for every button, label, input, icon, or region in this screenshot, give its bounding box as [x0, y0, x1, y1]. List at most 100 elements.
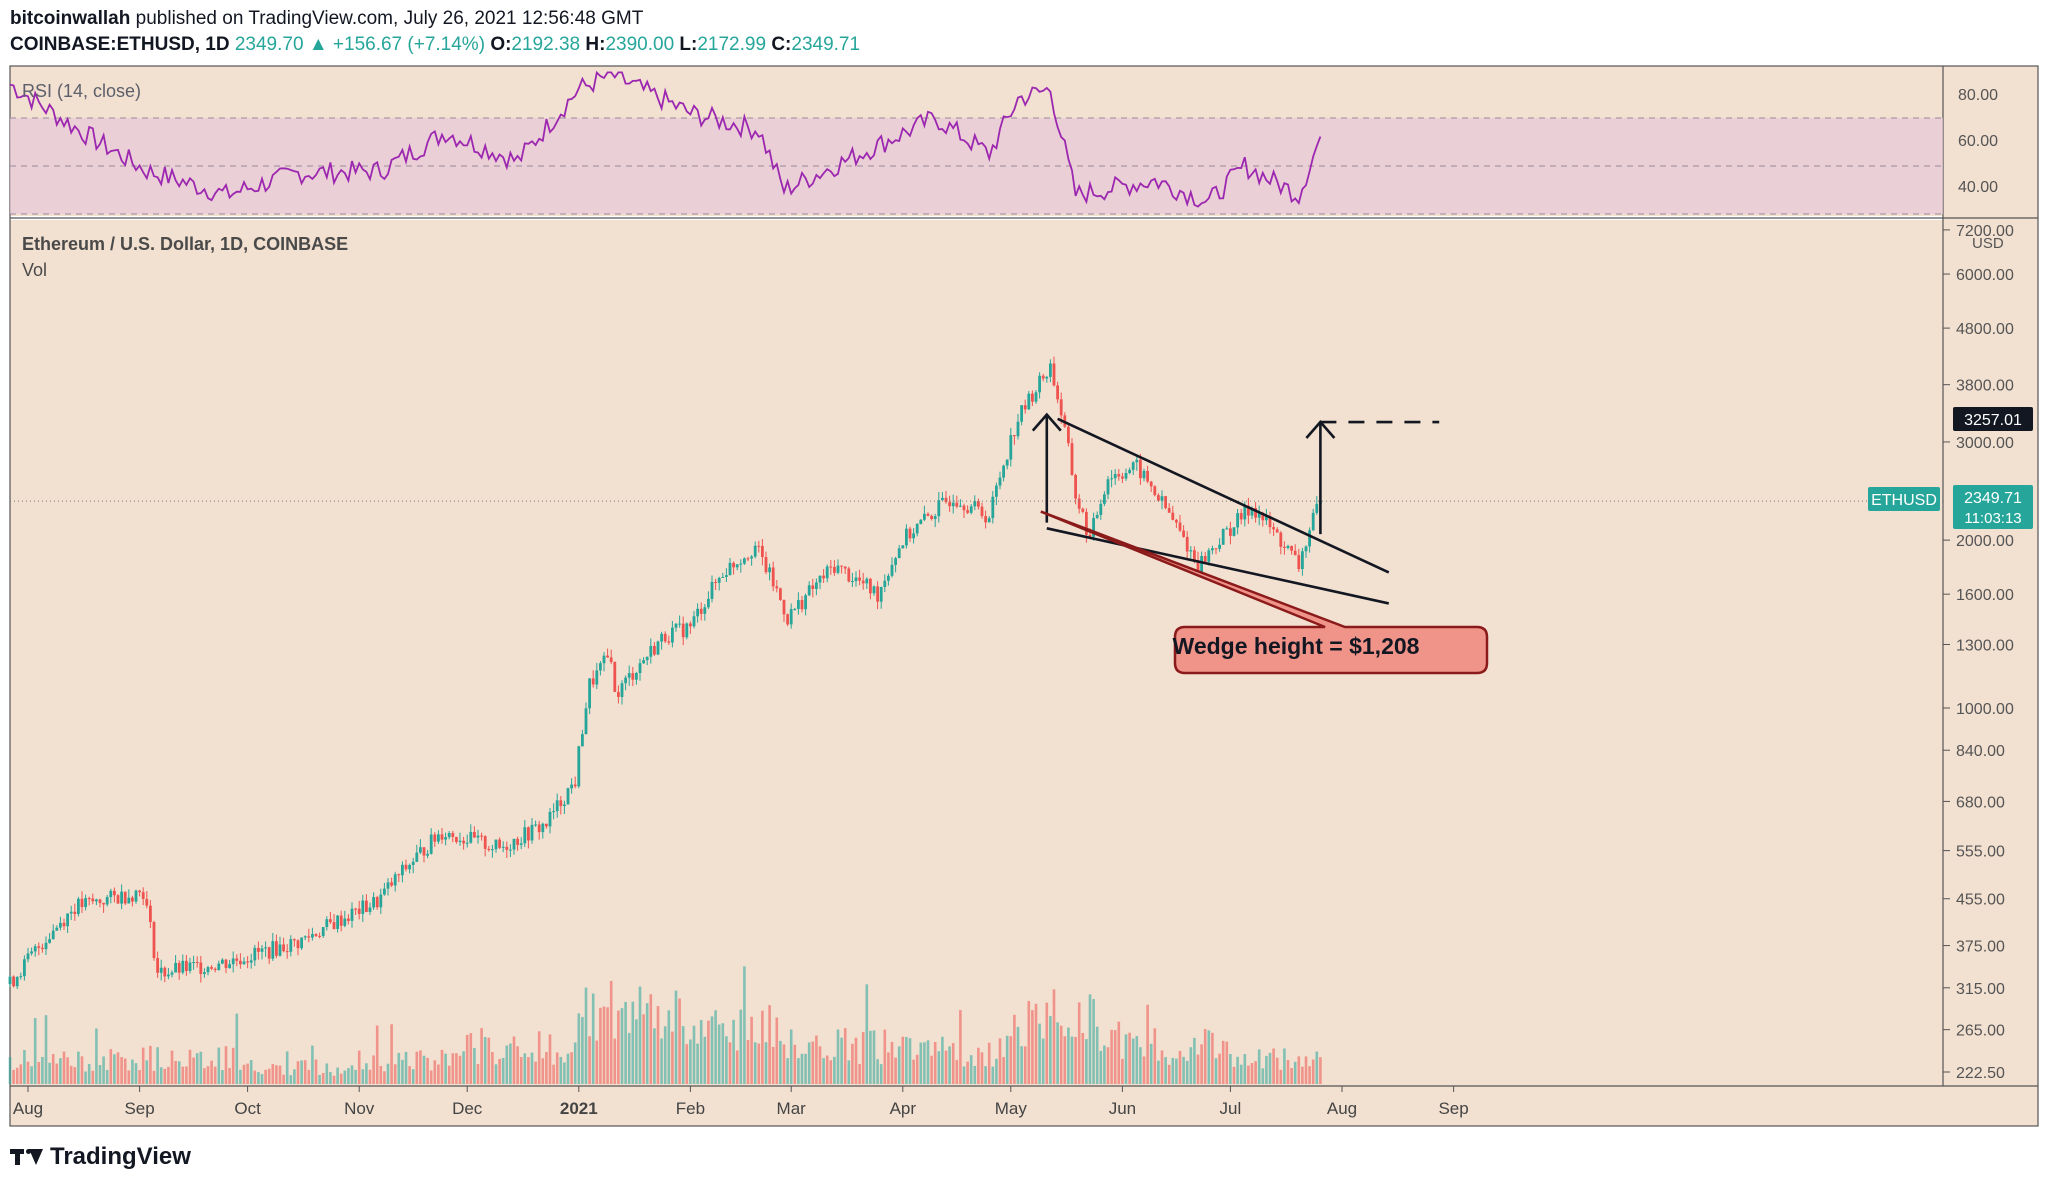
candle — [645, 656, 649, 666]
candle — [595, 662, 599, 690]
candle — [293, 938, 296, 947]
candle-body — [1193, 550, 1196, 560]
volume-bar — [577, 1013, 581, 1084]
volume-bar — [455, 1053, 458, 1084]
close-value: 2349.71 — [791, 34, 861, 55]
candle-body — [721, 576, 725, 578]
candle-body — [955, 502, 959, 507]
volume-bar — [555, 1052, 559, 1084]
candle — [879, 586, 883, 609]
candle — [523, 819, 527, 848]
vol-label[interactable]: Vol — [22, 260, 47, 280]
candle — [671, 620, 674, 648]
candle — [48, 933, 51, 944]
author-name[interactable]: bitcoinwallah — [10, 8, 131, 29]
candle — [894, 556, 897, 573]
high-label: H: — [585, 34, 606, 55]
candle-body — [95, 899, 98, 902]
candle-body — [984, 516, 987, 523]
candle — [501, 841, 505, 853]
candle-body — [1131, 462, 1135, 470]
volume-bar — [815, 1035, 818, 1084]
candle — [1059, 392, 1063, 424]
footer-brand[interactable]: TradingView — [10, 1143, 191, 1171]
wedge-drawings[interactable] — [1031, 412, 1440, 605]
volume-bar — [523, 1053, 527, 1084]
candle — [415, 844, 419, 863]
candle — [1131, 461, 1135, 475]
time-axis[interactable]: Aug Sep Oct Nov Dec 2021 Feb Mar Apr May Jun Jul Aug… — [13, 1086, 1469, 1118]
candle-body — [80, 898, 84, 908]
volume-bar — [451, 1053, 455, 1084]
volume-bar — [437, 1064, 440, 1084]
candle — [1013, 434, 1016, 445]
volume-bar — [545, 1051, 548, 1084]
target-price-tag: 3257.01 — [1953, 407, 2033, 431]
candle-body — [469, 831, 473, 843]
candle — [883, 574, 887, 593]
volume-bar — [383, 1071, 386, 1084]
candle-body — [30, 951, 33, 954]
candle — [631, 666, 635, 687]
volume-bar — [681, 1026, 685, 1084]
candle — [1275, 527, 1279, 533]
candle — [620, 680, 624, 705]
candle-body — [98, 899, 102, 903]
volume-bar — [1070, 1036, 1074, 1084]
price-candles[interactable] — [8, 356, 1943, 989]
candle-body — [390, 882, 393, 886]
candle — [1283, 541, 1286, 555]
volume-bar — [1009, 1036, 1013, 1084]
price-tick-label: 1000.00 — [1956, 701, 2014, 718]
candle-body — [62, 922, 66, 927]
candle-body — [383, 888, 386, 895]
rsi-label[interactable]: RSI (14, close) — [22, 81, 141, 101]
candle-body — [12, 976, 15, 987]
candle-body — [1171, 512, 1175, 520]
volume-bar — [847, 1060, 851, 1084]
candle-body — [354, 908, 357, 910]
candle-body — [231, 958, 235, 965]
volume-bar — [329, 1072, 332, 1084]
candle — [739, 559, 743, 573]
footer-brand-name: TradingView — [50, 1143, 191, 1170]
volume-bar — [343, 1070, 347, 1084]
candle-body — [1041, 375, 1045, 379]
candle — [1160, 490, 1164, 510]
volume-bar — [793, 1044, 797, 1084]
wedge-height-callout[interactable]: Wedge height = $1,208 — [1040, 510, 1489, 675]
candle — [195, 956, 199, 968]
price-scale[interactable]: 7200.00 6000.00 4800.00 3800.00 3000.00 2000.… — [1943, 223, 2014, 1082]
volume-bar — [372, 1055, 375, 1084]
candle — [674, 622, 678, 632]
candle-body — [192, 962, 195, 964]
candle-body — [404, 864, 408, 870]
candle-body — [501, 846, 505, 848]
volume-bar — [1283, 1048, 1286, 1084]
candle — [55, 925, 59, 931]
price-tick-label: 555.00 — [1956, 844, 2005, 861]
candle — [764, 551, 768, 575]
candle — [347, 914, 350, 925]
candle-body — [941, 497, 944, 501]
candle-body — [224, 959, 228, 969]
volume-bar — [930, 1055, 933, 1084]
candle-body — [458, 840, 462, 842]
candle-body — [246, 961, 249, 963]
candle — [1106, 475, 1110, 500]
candle — [1074, 473, 1077, 505]
candle-body — [681, 623, 685, 638]
candle-body — [581, 734, 584, 747]
candle-body — [303, 936, 307, 938]
volume-bar — [1279, 1069, 1283, 1084]
volume-bar — [131, 1059, 134, 1084]
rsi-indicator[interactable] — [9, 70, 1943, 215]
candle — [1225, 526, 1229, 530]
candle-body — [249, 960, 253, 963]
candle — [519, 837, 523, 850]
volume-bar — [1113, 1030, 1117, 1084]
candle-body — [465, 842, 469, 844]
volume-bar — [840, 1037, 843, 1084]
candle-body — [570, 784, 573, 789]
